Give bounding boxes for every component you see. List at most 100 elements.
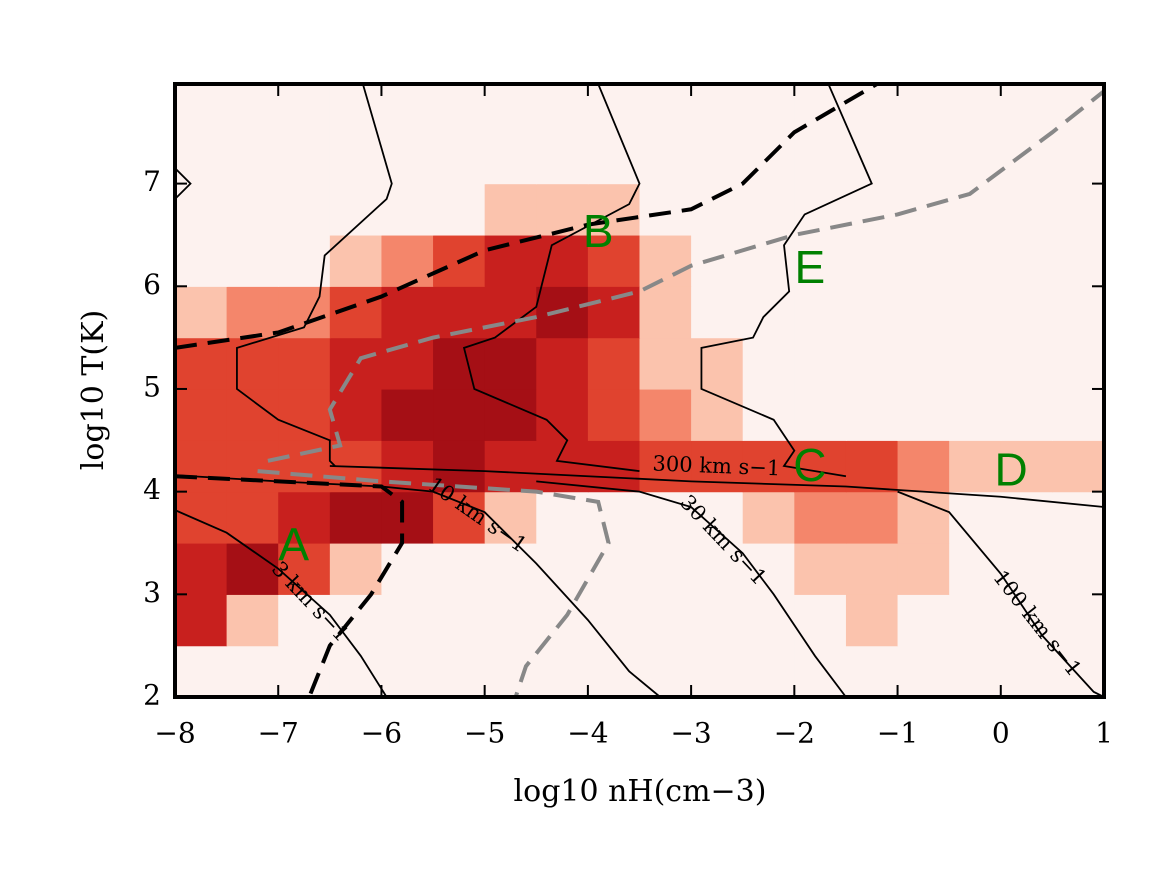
y-tick-label: 4 [143, 473, 161, 506]
heat-cell [742, 542, 795, 595]
heat-cell [897, 542, 950, 595]
heat-cell [381, 286, 434, 339]
heat-cell [226, 286, 279, 339]
heat-cell [1052, 234, 1104, 287]
heat-cell [433, 183, 486, 236]
heat-cell [226, 645, 279, 697]
heat-cell [484, 594, 537, 647]
heat-cell [587, 84, 641, 133]
heat-cell [845, 84, 899, 133]
heat-cell [329, 594, 383, 647]
heat-cell [897, 84, 950, 133]
heat-cell [329, 388, 383, 441]
heat-cell [639, 388, 692, 441]
heat-cell [278, 542, 331, 595]
heat-cell [278, 491, 331, 544]
heat-cell [949, 491, 1002, 544]
annotation: B [583, 205, 614, 257]
heat-cell [1000, 183, 1053, 236]
x-axis-title: log10 nH(cm−3) [514, 774, 767, 809]
heat-cell [226, 491, 279, 544]
x-tick-label: −2 [774, 717, 815, 750]
heat-cell [536, 491, 589, 544]
heat-cell [433, 84, 486, 133]
heat-cell [639, 337, 692, 390]
heat-cell [278, 132, 331, 185]
plot-frame [173, 82, 1106, 699]
heat-cell [794, 594, 847, 647]
heat-cell [381, 594, 434, 647]
contour-line [236, 84, 393, 467]
heat-cell [226, 183, 279, 236]
heat-cell [639, 132, 692, 185]
x-tick-label: −1 [877, 717, 918, 750]
heat-cell [381, 388, 434, 441]
heat-cell [742, 388, 795, 441]
heat-cell [484, 645, 537, 697]
heat-cell [278, 84, 331, 133]
heat-cell [1052, 132, 1104, 185]
heat-cell [897, 491, 950, 544]
heat-cell [587, 234, 641, 287]
heat-cell [1000, 286, 1053, 339]
heat-cell [433, 645, 486, 697]
contour-line [175, 474, 405, 697]
heat-cell [897, 337, 950, 390]
heat-cell [845, 542, 899, 595]
heat-cell [226, 234, 279, 287]
heat-cell [691, 337, 744, 390]
heat-cell [433, 542, 486, 595]
heat-cell [1000, 337, 1053, 390]
heat-cell [1052, 542, 1104, 595]
heat-cell [794, 132, 847, 185]
heat-cell [175, 286, 228, 339]
heat-cell [175, 388, 228, 441]
heat-cell [1052, 645, 1104, 697]
heat-cell [949, 234, 1002, 287]
heat-cell [639, 542, 692, 595]
heat-cell [278, 388, 331, 441]
heat-cell [794, 440, 847, 493]
heat-cell [484, 132, 537, 185]
x-tick-label: −7 [258, 717, 299, 750]
heat-cell [484, 542, 537, 595]
heat-cell [1052, 183, 1104, 236]
heat-cell [897, 594, 950, 647]
heat-cell [794, 388, 847, 441]
plot-area [175, 84, 1104, 697]
heat-cell [949, 337, 1002, 390]
heat-cell [484, 491, 537, 544]
heat-cell [949, 645, 1002, 697]
heat-cell [691, 388, 744, 441]
heat-cell [329, 542, 383, 595]
heat-cell [175, 84, 228, 133]
heat-cell [536, 234, 589, 287]
heat-cell [587, 183, 641, 236]
heat-cell [278, 337, 331, 390]
heat-cell [639, 84, 692, 133]
contour-line [329, 465, 1104, 508]
contour-line [267, 89, 1104, 463]
heat-cell [433, 337, 486, 390]
heat-cell [897, 645, 950, 697]
heat-cell [845, 286, 899, 339]
heat-cell [1052, 286, 1104, 339]
heat-cell [175, 542, 228, 595]
heat-cell [1000, 234, 1053, 287]
heat-cell [587, 645, 641, 697]
heat-cell [226, 388, 279, 441]
heat-cell [381, 234, 434, 287]
heat-cell [278, 594, 331, 647]
heat-cell [742, 183, 795, 236]
heat-cell [1052, 594, 1104, 647]
heat-cell [381, 645, 434, 697]
heat-cell [1052, 84, 1104, 133]
heat-cell [381, 84, 434, 133]
heat-cell [639, 645, 692, 697]
y-tick-label: 2 [143, 679, 161, 712]
heat-cell [1000, 132, 1053, 185]
heat-cell [226, 440, 279, 493]
heat-cell [742, 594, 795, 647]
heat-cell [433, 594, 486, 647]
